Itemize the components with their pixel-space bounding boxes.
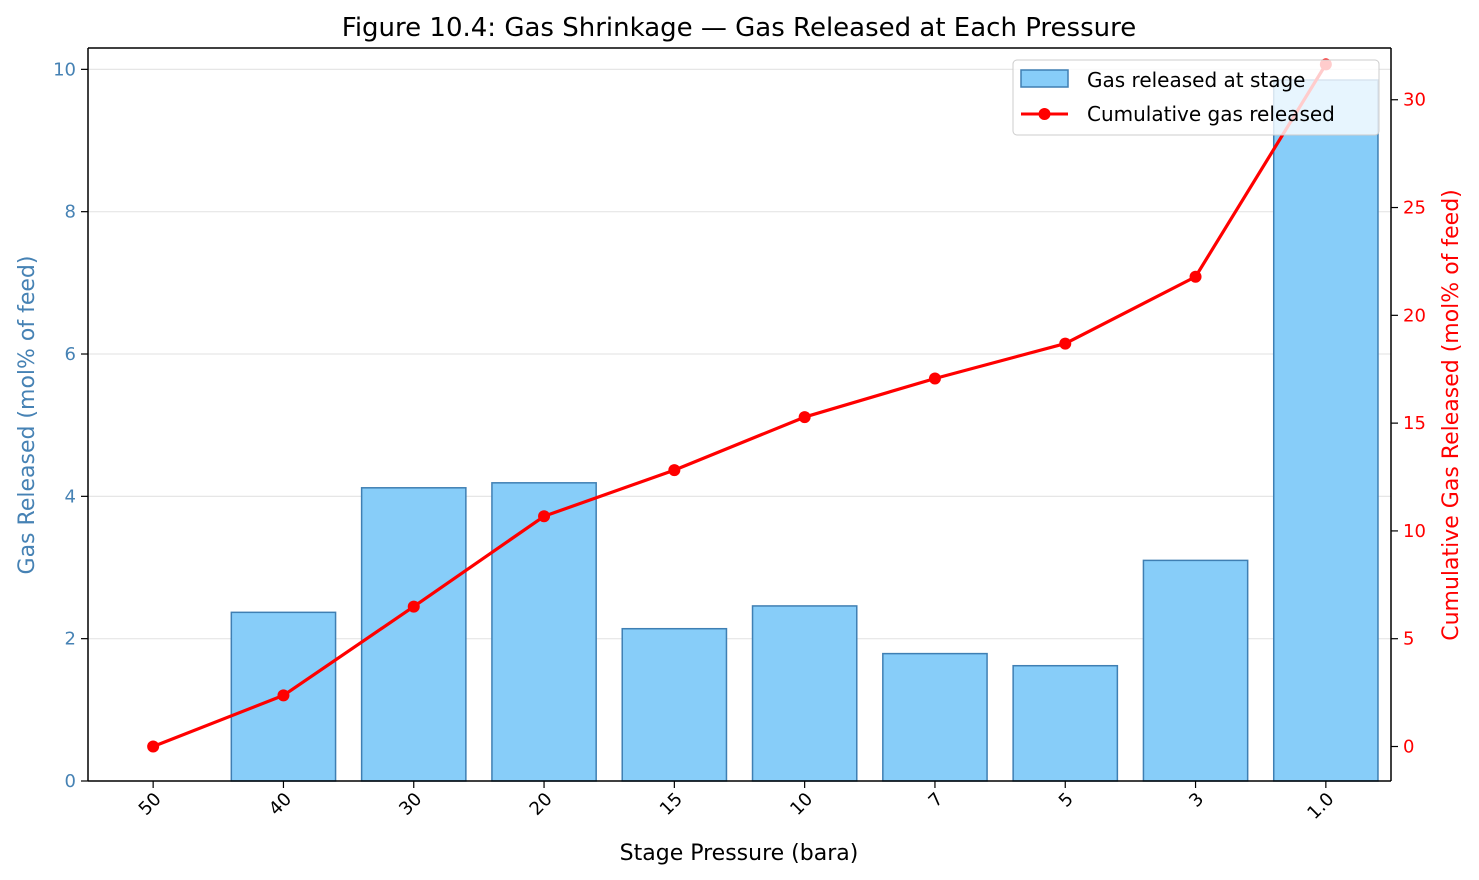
bar — [1012, 664, 1119, 782]
y2-tick-label: 15 — [1403, 413, 1426, 434]
y2-tick-label: 20 — [1403, 305, 1426, 326]
legend-bar-label: Gas released at stage — [1087, 68, 1306, 92]
line-point — [407, 600, 420, 613]
legend-bar-swatch — [1020, 69, 1069, 88]
line-point — [147, 740, 160, 753]
legend-line-marker — [1038, 108, 1051, 120]
line-point — [538, 510, 551, 523]
bar — [621, 627, 728, 782]
y2-tick-label: 0 — [1403, 737, 1414, 758]
axes-layer — [87, 47, 1392, 782]
y2-tick-label: 10 — [1403, 521, 1426, 542]
y-axis-label: Gas Released (mol% of feed) — [15, 256, 40, 575]
line-point — [1189, 270, 1202, 283]
series-line — [152, 63, 1328, 748]
line-point — [668, 464, 681, 477]
y-tick-label: 6 — [65, 344, 76, 365]
y-tick-label: 0 — [65, 771, 76, 792]
legend-frame — [1012, 59, 1380, 136]
bar — [1142, 559, 1249, 782]
bar — [751, 605, 858, 782]
y-tick-label: 2 — [65, 629, 76, 650]
y2-tick-label: 25 — [1403, 198, 1426, 219]
bar — [360, 487, 467, 782]
y2-tick-label: 5 — [1403, 629, 1414, 650]
bar-layer — [230, 79, 1379, 782]
legend: Gas released at stage Cumulative gas rel… — [1012, 59, 1380, 136]
line-point — [277, 689, 290, 702]
line-point — [798, 411, 811, 424]
line-point — [1059, 337, 1072, 350]
x-axis-label: Stage Pressure (bara) — [620, 841, 859, 866]
y2-axis-label: Cumulative Gas Released (mol% of feed) — [1439, 189, 1464, 641]
bar — [882, 652, 988, 782]
legend-line-label: Cumulative gas released — [1087, 102, 1335, 126]
y-tick-label: 8 — [65, 202, 76, 223]
y-tick-label: 10 — [53, 59, 76, 80]
bar — [491, 482, 597, 782]
y-tick-label: 4 — [65, 486, 76, 507]
chart-title: Figure 10.4: Gas Shrinkage — Gas Release… — [342, 13, 1136, 43]
y2-tick-label: 30 — [1403, 90, 1426, 111]
bar — [1272, 79, 1379, 782]
line-point — [928, 372, 941, 385]
